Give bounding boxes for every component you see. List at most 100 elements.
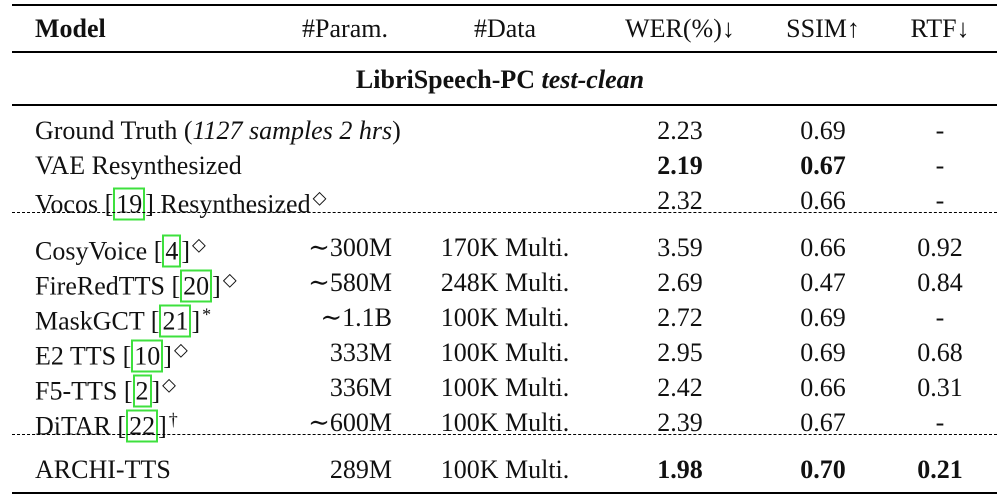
model-text: ] bbox=[181, 236, 191, 266]
data-cell: 170K Multi. bbox=[440, 233, 570, 262]
header-cell: Model bbox=[35, 14, 106, 43]
ssim-cell: 0.67 bbox=[800, 151, 846, 180]
sup-text: ◇ bbox=[312, 187, 327, 208]
rtf-cell: 0.92 bbox=[917, 233, 963, 262]
section-name: LibriSpeech-PC bbox=[355, 65, 536, 94]
rtf-cell: 0.68 bbox=[917, 338, 963, 367]
rtf-cell: - bbox=[935, 303, 945, 332]
ssim-cell: 0.66 bbox=[800, 233, 846, 262]
model-cell: ARCHI-TTS bbox=[35, 455, 171, 485]
sup-text: † bbox=[168, 409, 178, 430]
model-text: ] bbox=[151, 376, 161, 406]
model-cell: VAE Resynthesized bbox=[35, 151, 242, 181]
params-cell: ∼600M bbox=[308, 408, 392, 437]
data-cell: 100K Multi. bbox=[440, 303, 570, 332]
bottom-rule bbox=[12, 492, 997, 494]
model-cell: DiTAR [22] † bbox=[35, 405, 178, 443]
ssim-cell: 0.70 bbox=[800, 455, 846, 484]
italic-text: 1127 samples 2 hrs bbox=[192, 116, 393, 145]
ssim-cell: 0.66 bbox=[800, 373, 846, 402]
params-cell: 333M bbox=[329, 338, 392, 367]
wer-cell: 2.42 bbox=[657, 373, 703, 402]
data-cell: 100K Multi. bbox=[440, 455, 570, 484]
ssim-cell: 0.66 bbox=[800, 186, 846, 215]
wer-cell: 2.72 bbox=[657, 303, 703, 332]
rtf-cell: 0.84 bbox=[917, 268, 963, 297]
rtf-cell: - bbox=[935, 151, 945, 180]
wer-cell: 2.69 bbox=[657, 268, 703, 297]
model-cell: CosyVoice [4] ◇ bbox=[35, 230, 206, 268]
cite-text: 21 bbox=[159, 304, 192, 338]
model-text: F5-TTS [ bbox=[35, 376, 133, 406]
model-text: FireRedTTS [ bbox=[35, 271, 181, 301]
rtf-cell: - bbox=[935, 116, 945, 145]
cite-text: 20 bbox=[180, 269, 213, 303]
model-text: ] bbox=[163, 341, 172, 371]
header-cell: SSIM↑ bbox=[786, 14, 860, 43]
rtf-cell: 0.31 bbox=[917, 373, 963, 402]
cite-text: 22 bbox=[126, 409, 159, 443]
model-text: CosyVoice [ bbox=[35, 236, 163, 266]
rtf-cell: 0.21 bbox=[917, 455, 963, 484]
group-separator bbox=[12, 433, 997, 435]
data-cell: 248K Multi. bbox=[440, 268, 570, 297]
section-rule bbox=[12, 104, 997, 106]
header-cell: WER(%)↓ bbox=[625, 14, 735, 43]
sup-text: ◇ bbox=[173, 339, 188, 360]
model-cell: FireRedTTS [20] ◇ bbox=[35, 265, 237, 303]
ssim-cell: 0.69 bbox=[800, 303, 846, 332]
model-text: Ground Truth ( bbox=[35, 116, 193, 145]
model-text: DiTAR [ bbox=[35, 411, 127, 441]
section-subset: test-clean bbox=[541, 65, 645, 94]
wer-cell: 2.39 bbox=[657, 408, 703, 437]
cite-text: 10 bbox=[131, 339, 164, 373]
model-cell: MaskGCT [21] * bbox=[35, 300, 212, 338]
model-text: E2 TTS [ bbox=[35, 341, 132, 371]
params-cell: ∼580M bbox=[308, 268, 392, 297]
params-cell: 336M bbox=[329, 373, 392, 402]
data-cell: 100K Multi. bbox=[440, 373, 570, 402]
wer-cell: 2.19 bbox=[657, 151, 703, 180]
model-text: Vocos [ bbox=[35, 189, 114, 219]
model-text: MaskGCT [ bbox=[35, 306, 160, 336]
cite-text: 19 bbox=[113, 187, 146, 221]
model-cell: Vocos [19] Resynthesized ◇ bbox=[35, 183, 327, 221]
params-cell: 289M bbox=[329, 455, 392, 484]
rtf-cell: - bbox=[935, 408, 945, 437]
header-cell: #Param. bbox=[302, 14, 388, 43]
ssim-cell: 0.67 bbox=[800, 408, 846, 437]
model-text: ARCHI-TTS bbox=[35, 455, 171, 484]
params-cell: ∼1.1B bbox=[320, 303, 392, 332]
group-separator bbox=[12, 211, 997, 213]
section-title: LibriSpeech-PC test-clean bbox=[356, 65, 644, 95]
ssim-cell: 0.47 bbox=[800, 268, 846, 297]
sup-text: * bbox=[202, 304, 212, 325]
params-cell: ∼300M bbox=[308, 233, 392, 262]
model-cell: Ground Truth (1127 samples 2 hrs) bbox=[35, 116, 401, 146]
model-text: ) bbox=[392, 116, 401, 145]
model-text: ] Resynthesized bbox=[145, 189, 311, 219]
wer-cell: 3.59 bbox=[657, 233, 703, 262]
header-rule bbox=[12, 51, 997, 53]
ssim-cell: 0.69 bbox=[800, 338, 846, 367]
model-cell: E2 TTS [10] ◇ bbox=[35, 335, 188, 373]
wer-cell: 1.98 bbox=[657, 455, 703, 484]
model-text: VAE Resynthesized bbox=[35, 151, 242, 180]
wer-cell: 2.95 bbox=[657, 338, 703, 367]
cite-text: 2 bbox=[132, 374, 152, 408]
top-rule bbox=[12, 4, 997, 6]
header-cell: #Data bbox=[473, 14, 537, 43]
rtf-cell: - bbox=[935, 186, 945, 215]
model-text: ] bbox=[212, 271, 221, 301]
model-text: ] bbox=[158, 411, 167, 441]
sup-text: ◇ bbox=[222, 269, 237, 290]
sup-text: ◇ bbox=[162, 374, 177, 395]
wer-cell: 2.32 bbox=[657, 186, 703, 215]
wer-cell: 2.23 bbox=[657, 116, 703, 145]
data-cell: 100K Multi. bbox=[440, 338, 570, 367]
header-cell: RTF↓ bbox=[910, 14, 970, 43]
model-text: ] bbox=[191, 306, 201, 336]
cite-text: 4 bbox=[162, 234, 182, 268]
ssim-cell: 0.69 bbox=[800, 116, 846, 145]
